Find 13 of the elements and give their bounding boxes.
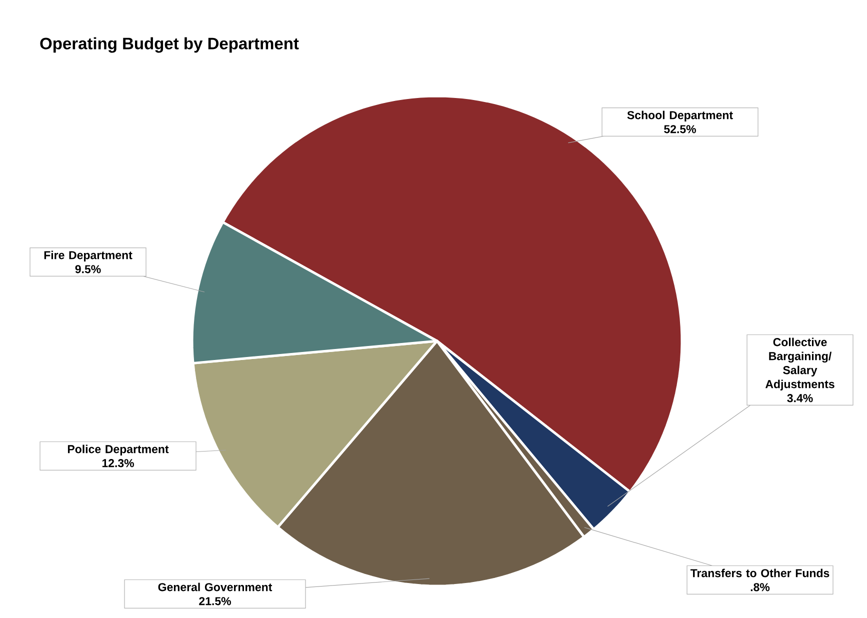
slice-label: School Department xyxy=(627,110,733,122)
data-label: .8% xyxy=(750,583,770,592)
data-label: 52.5% xyxy=(664,125,696,134)
slice-label: Collective Bargaining/ Salary Adjustments xyxy=(765,338,834,390)
data-label: 12.3% xyxy=(102,459,134,468)
slice-label: Police Department xyxy=(68,444,169,456)
chart-title: Operating Budget by Department xyxy=(40,37,299,53)
slice-label: Transfers to Other Funds xyxy=(690,568,830,578)
data-label: 9.5% xyxy=(75,265,101,274)
data-label: 21.5% xyxy=(199,597,231,606)
data-label: 3.4% xyxy=(787,394,813,402)
slice-label: General Government xyxy=(158,582,272,592)
slice-label: Fire Department xyxy=(44,250,132,262)
